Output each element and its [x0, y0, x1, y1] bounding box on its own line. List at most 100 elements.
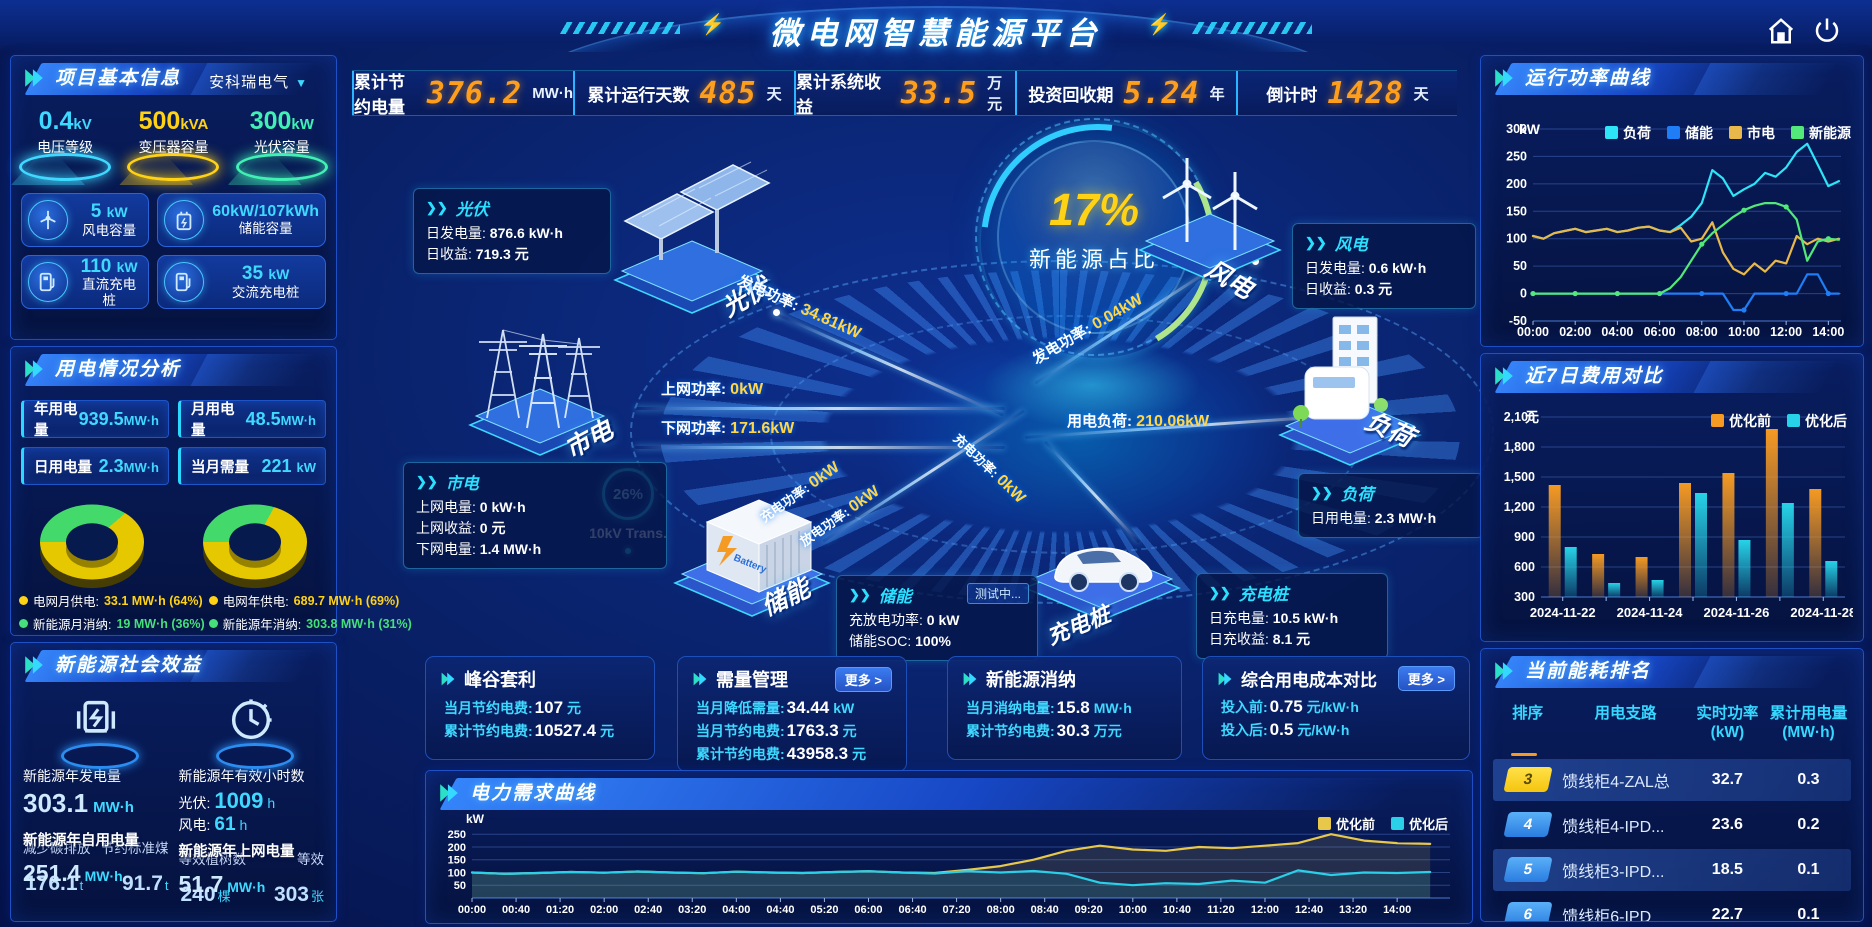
- stat-value: 5.24: [1123, 75, 1200, 111]
- svg-text:12:00: 12:00: [1251, 904, 1279, 916]
- company-dropdown-value: 安科瑞电气: [209, 74, 290, 91]
- page-title: 微电网智慧能源平台: [769, 16, 1103, 51]
- home-icon[interactable]: [1766, 16, 1796, 46]
- svg-text:07:20: 07:20: [943, 904, 971, 916]
- svg-text:02:00: 02:00: [590, 904, 618, 916]
- panel-header: 电力需求曲线: [432, 776, 1466, 812]
- svg-text:2024-11-24: 2024-11-24: [1617, 605, 1684, 620]
- panel-corner-icon: [440, 784, 458, 802]
- year-supply-donut-chart: [196, 499, 314, 589]
- stat-countdown: 倒计时 1428 天: [1238, 71, 1457, 115]
- arrow-icon: ❯❯: [426, 200, 448, 215]
- svg-text:100: 100: [448, 867, 466, 879]
- demand-line-chart: 50 100 150 200 250 00:00 00:40 01:20 02:00 02:40 0…: [432, 814, 1462, 918]
- y-axis-unit: kW: [1519, 121, 1540, 137]
- donut-legends: 电网月供电: 33.1 MW·h (64%) 新能源月消纳: 19 MW·h (36…: [19, 591, 412, 637]
- panel-run-power: 运行功率曲线 kW 负荷 储能 市电 新能源 -50 0 50 100 150 200 25…: [1480, 55, 1864, 347]
- pedestal-value: 0.4: [38, 107, 74, 135]
- kpi-title: 新能源消纳: [986, 670, 1076, 690]
- svg-text:13:20: 13:20: [1339, 904, 1367, 916]
- node-load[interactable]: [1275, 305, 1425, 475]
- pedestal-transformer: 500kVA 变压器容量: [119, 107, 227, 185]
- stat-label: 风电容量: [82, 223, 137, 239]
- table-row[interactable]: 4 馈线柜4-IPD... 23.6 0.2: [1493, 804, 1851, 846]
- svg-text:03:20: 03:20: [678, 904, 706, 916]
- wind-turbine-icon: [1162, 158, 1258, 250]
- stat-day-usage: 日用电量 2.3MW·h: [21, 447, 169, 485]
- legend-swatch-icon: [1390, 817, 1404, 830]
- chart-legend: 优化前 优化后: [1711, 411, 1847, 431]
- legend-dot-icon: [19, 619, 28, 628]
- svg-text:150: 150: [448, 855, 466, 867]
- pedestal-ring-icon: [19, 153, 112, 181]
- svg-text:12:00: 12:00: [1770, 325, 1802, 339]
- microgrid-topology-diagram: 17% 新能源占比 光伏: [345, 76, 1494, 661]
- rank-badge: 5: [1502, 857, 1553, 883]
- node-wind[interactable]: [1135, 150, 1285, 290]
- stat-value: 33.5: [900, 75, 978, 111]
- stat-month-demand: 当月需量 221 kW: [178, 447, 326, 485]
- more-button[interactable]: 更多 >: [834, 666, 892, 692]
- svg-text:10:00: 10:00: [1119, 904, 1147, 916]
- stat-unit: MW·h: [532, 84, 573, 102]
- flow-load: 用电负荷: 210.06kW: [1067, 413, 1210, 430]
- benefit-label: 新能源年有效小时数: [178, 768, 305, 784]
- new-energy-ratio-label: 新能源占比: [1028, 247, 1159, 272]
- legend-swatch-icon: [1667, 126, 1680, 139]
- panel-demand-curve: 电力需求曲线 kW 优化前 优化后 50 100 150 200 250 00:00 00:…: [425, 770, 1473, 924]
- flow-line-grid-up: [635, 407, 1005, 410]
- svg-text:2,100: 2,100: [1504, 410, 1535, 424]
- y-axis-unit: kW: [466, 812, 484, 826]
- svg-text:02:00: 02:00: [1559, 325, 1591, 339]
- infobox-charger: ❯❯ 充电桩 日充电量: 10.5 kW·h 日充收益: 8.1 元: [1196, 573, 1388, 659]
- legend-item: 新能源月消纳: 19 MW·h (36%): [19, 614, 205, 633]
- node-pv[interactable]: [607, 161, 777, 320]
- stat-payback-period: 投资回收期 5.24 年: [1017, 71, 1238, 115]
- node-storage[interactable]: Battery: [667, 488, 837, 623]
- company-dropdown[interactable]: 安科瑞电气 ▼: [201, 69, 316, 94]
- wind-turbine-icon: [28, 200, 68, 240]
- bolt-left-icon: ⚡: [700, 14, 725, 36]
- svg-text:200: 200: [448, 842, 466, 854]
- svg-text:08:00: 08:00: [987, 904, 1015, 916]
- panel-title: 新能源社会效益: [55, 655, 203, 676]
- ev-charger-icon: [28, 262, 68, 302]
- stat-run-days: 累计运行天数 485 天: [575, 71, 796, 115]
- table-row[interactable]: 6 馈线柜6-IPD 22.7 0.1: [1493, 894, 1851, 921]
- kpi-title: 峰谷套利: [464, 670, 536, 690]
- node-grid[interactable]: [465, 300, 615, 465]
- benefit-value: 303.1: [23, 788, 89, 818]
- legend-item: 电网月供电: 33.1 MW·h (64%): [19, 591, 205, 610]
- stat-value: 110: [80, 255, 112, 277]
- panel-corner-icon: [1495, 662, 1513, 680]
- pedestal-unit: kVA: [180, 116, 209, 133]
- benefit-generation: 新能源年发电量 303.1 MW·h 新能源年自用电量 减少碳排放 节约标准煤 25…: [23, 692, 169, 907]
- svg-text:1,500: 1,500: [1504, 470, 1535, 484]
- ev-car-icon: [1054, 547, 1153, 592]
- arrow-icon: ❯❯: [1305, 235, 1327, 250]
- svg-text:50: 50: [454, 880, 466, 892]
- ev-charger-icon: [164, 262, 205, 302]
- stat-value: 1428: [1327, 75, 1404, 111]
- table-row[interactable]: 5 馈线柜3-IPD... 18.5 0.1: [1493, 848, 1851, 891]
- kpi-title: 综合用电成本对比: [1241, 671, 1377, 690]
- svg-text:150: 150: [1506, 204, 1527, 218]
- pedestal-value: 300: [249, 107, 292, 135]
- panel-title: 当前能耗排名: [1525, 661, 1652, 682]
- header-stripes-left-icon: [560, 22, 680, 34]
- table-row[interactable]: 3 馈线柜4-ZAL总 32.7 0.3: [1493, 758, 1851, 801]
- stat-unit: 年: [1209, 85, 1225, 103]
- kpi-new-energy-consumption: 新能源消纳 当月消纳电量: 15.8 MW·h 累计节约电费: 30.3 万元: [947, 656, 1182, 760]
- stat-unit: kW: [116, 258, 138, 275]
- svg-text:1,800: 1,800: [1504, 440, 1535, 454]
- benefit-hours: 新能源年有效小时数 光伏: 1009 h 风电: 61 h 新能源年上网电量 等效植树数…: [178, 692, 324, 907]
- cost-bar-chart: 300 600 900 1,200 1,500 1,800 2,100 2024-11-22 2…: [1489, 403, 1856, 635]
- more-button[interactable]: 更多 >: [1397, 666, 1455, 691]
- node-charger[interactable]: [1017, 498, 1187, 628]
- svg-text:250: 250: [448, 829, 466, 841]
- svg-text:04:00: 04:00: [1601, 325, 1633, 339]
- power-icon[interactable]: [1812, 16, 1842, 46]
- arrow-icon: ❯❯: [1311, 485, 1333, 500]
- solar-panel-icon: [623, 161, 771, 260]
- svg-text:04:40: 04:40: [766, 904, 794, 916]
